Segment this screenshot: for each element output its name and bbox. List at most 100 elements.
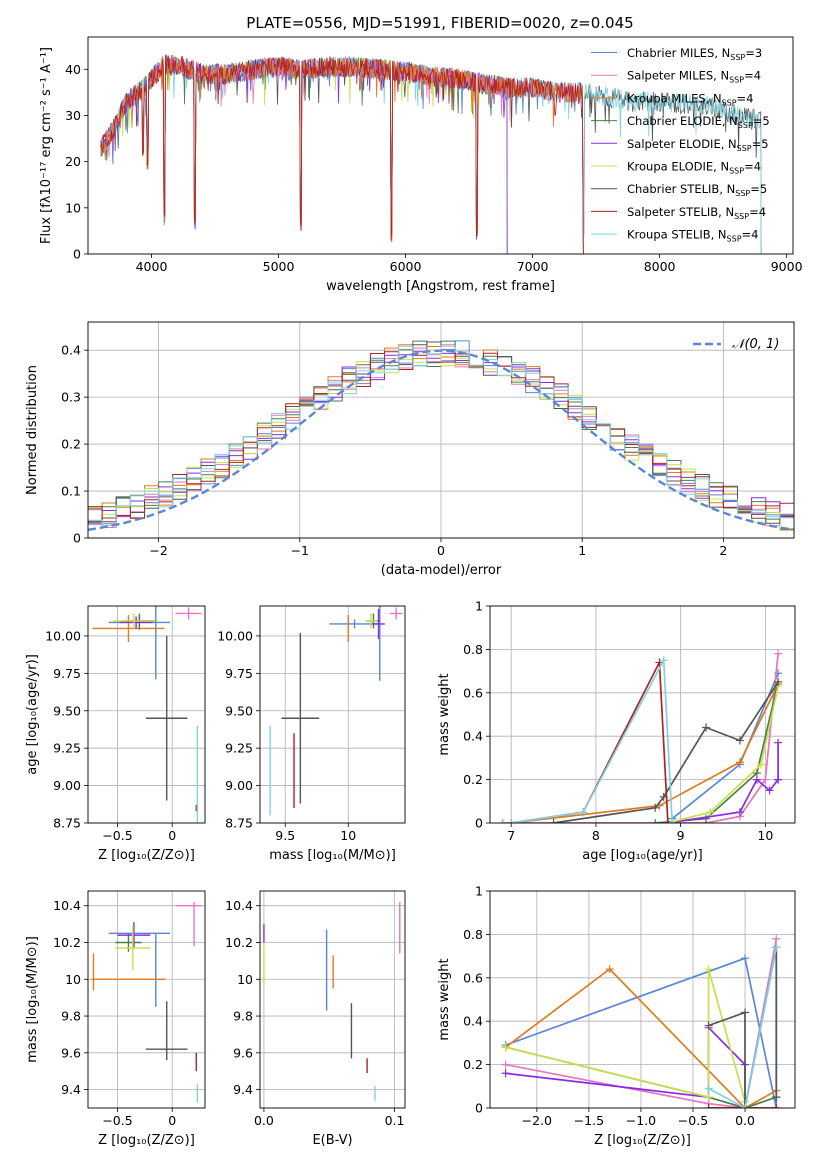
plus-marker bbox=[704, 1084, 713, 1093]
histogram-5 bbox=[88, 349, 794, 532]
y-tick-label: 0.4 bbox=[61, 343, 81, 358]
legend-value: =4 bbox=[744, 69, 761, 83]
legend-value: =3 bbox=[745, 46, 762, 60]
errorbars bbox=[91, 902, 202, 1103]
x-tick-label: 0.0 bbox=[735, 1113, 755, 1128]
y-tick-label: 9.00 bbox=[225, 778, 253, 793]
weight-lines bbox=[498, 649, 783, 823]
x-tick-label: 4000 bbox=[136, 259, 168, 274]
legend-label: Salpeter MILES, NSSP=4 bbox=[627, 69, 761, 85]
errorbars bbox=[92, 606, 202, 823]
x-tick-label: 7000 bbox=[517, 259, 549, 274]
x-tick-label: −1.0 bbox=[626, 1113, 656, 1128]
plus-marker bbox=[772, 934, 781, 943]
y-tick-label: 9.6 bbox=[61, 1045, 81, 1060]
axes-frame bbox=[489, 890, 796, 1109]
weight-series-8 bbox=[511, 657, 674, 823]
spectrum-lines bbox=[100, 54, 762, 254]
legend-sub: SSP bbox=[737, 144, 752, 153]
x-tick-label: 9.5 bbox=[275, 828, 295, 843]
axes-frame bbox=[87, 321, 795, 539]
plus-marker bbox=[501, 1060, 510, 1069]
y-axis-label: Normed distribution bbox=[25, 365, 40, 495]
weight-series-5 bbox=[505, 968, 746, 1102]
plus-marker bbox=[741, 1008, 750, 1017]
legend-label: 𝒩(0, 1) bbox=[732, 337, 779, 352]
histogram-lines bbox=[88, 340, 794, 532]
plus-marker bbox=[774, 677, 783, 686]
legend-value: =5 bbox=[752, 137, 769, 151]
axes-frame bbox=[87, 890, 206, 1109]
weight-series-2 bbox=[505, 967, 777, 1108]
plus-marker bbox=[498, 819, 507, 823]
histogram-6 bbox=[88, 341, 794, 524]
y-axis-label: Flux [fλ10⁻¹⁷ erg cm⁻² s⁻¹ A⁻¹] bbox=[39, 47, 54, 244]
legend-sub: SSP bbox=[729, 76, 744, 85]
x-tick-label: 9 bbox=[677, 828, 685, 843]
plus-marker bbox=[774, 649, 783, 658]
axes-frame bbox=[87, 605, 206, 824]
legend-value: =5 bbox=[753, 114, 770, 128]
plus-marker bbox=[741, 954, 750, 963]
errorbars bbox=[269, 606, 403, 816]
legend-sub: SSP bbox=[734, 212, 749, 221]
plus-marker bbox=[735, 736, 744, 745]
plus-marker bbox=[704, 1021, 713, 1030]
y-tick-label: 20 bbox=[65, 154, 81, 169]
plus-marker bbox=[704, 965, 713, 974]
data-point-8 bbox=[115, 925, 151, 971]
x-axis-label: Z [log₁₀(Z/Z⊙)] bbox=[594, 1133, 691, 1148]
x-tick-label: 10 bbox=[757, 828, 773, 843]
x-axis-label: wavelength [Angstrom, rest frame] bbox=[326, 279, 555, 294]
y-tick-label: 9.8 bbox=[61, 1009, 81, 1024]
panel-age-vs-Z: −0.5 0 8.75 9.00 9.25 9.50 9.75 10.00 Z [log₁₀(Z… bbox=[25, 605, 206, 863]
y-tick-label: 0 bbox=[73, 531, 81, 546]
weight-series-2 bbox=[511, 683, 779, 823]
plus-marker bbox=[501, 1069, 510, 1078]
x-axis-label: mass [log₁₀(M/M⊙)] bbox=[269, 848, 396, 863]
plus-marker bbox=[704, 1104, 713, 1108]
legend-sub: SSP bbox=[727, 235, 742, 244]
plus-marker bbox=[702, 723, 711, 732]
legend-label: Kroupa STELIB, NSSP=4 bbox=[627, 228, 758, 244]
plus-marker bbox=[752, 775, 761, 784]
weight-series-8 bbox=[708, 947, 778, 1108]
plus-marker bbox=[702, 814, 711, 823]
x-tick-label: 7 bbox=[507, 828, 515, 843]
x-tick-label: 0.0 bbox=[254, 1113, 274, 1128]
data-point-7 bbox=[281, 632, 320, 804]
legend-sub: SSP bbox=[722, 98, 737, 107]
y-tick-label: 0.2 bbox=[463, 772, 483, 787]
y-tick-label: 10 bbox=[65, 972, 81, 987]
legend-label: Chabrier MILES, NSSP=3 bbox=[627, 46, 762, 62]
plus-marker bbox=[757, 760, 766, 769]
x-tick-label: 2 bbox=[719, 543, 727, 558]
errorbars bbox=[263, 902, 401, 1101]
x-axis-label: age [log₁₀(age/yr)] bbox=[582, 848, 703, 863]
y-tick-label: 9.75 bbox=[53, 666, 81, 681]
data-point-6 bbox=[113, 613, 155, 629]
legend-label: Chabrier ELODIE, NSSP=5 bbox=[627, 114, 770, 130]
y-tick-label: 0.8 bbox=[463, 642, 483, 657]
legend-sub: SSP bbox=[730, 53, 745, 62]
y-tick-label: 10.2 bbox=[225, 935, 253, 950]
y-tick-label: 10 bbox=[237, 972, 253, 987]
plus-marker bbox=[772, 1104, 781, 1108]
y-tick-label: 0.2 bbox=[463, 1057, 483, 1072]
x-axis-label: Z [log₁₀(Z/Z⊙)] bbox=[98, 848, 195, 863]
legend-sub: SSP bbox=[735, 189, 750, 198]
plus-marker bbox=[761, 775, 770, 784]
legend-label: Kroupa ELODIE, NSSP=4 bbox=[627, 160, 761, 176]
panel-weight-vs-Z: −2.0 −1.5 −1.0 −0.5 0.0 0 0.2 0.4 0.6 0.8 1 Z [log₁… bbox=[437, 884, 796, 1148]
data-point-5 bbox=[372, 608, 385, 639]
x-tick-label: 8000 bbox=[644, 259, 676, 274]
y-tick-label: 9.50 bbox=[225, 703, 253, 718]
plus-marker bbox=[774, 775, 783, 784]
data-point-2 bbox=[175, 607, 202, 620]
y-tick-label: 9.6 bbox=[233, 1045, 253, 1060]
y-tick-label: 10.4 bbox=[53, 898, 81, 913]
figure-title: PLATE=0556, MJD=51991, FIBERID=0020, z=0… bbox=[246, 14, 633, 32]
data-point-5 bbox=[119, 616, 153, 629]
axes-frame bbox=[87, 36, 794, 255]
data-point-6 bbox=[364, 613, 378, 629]
